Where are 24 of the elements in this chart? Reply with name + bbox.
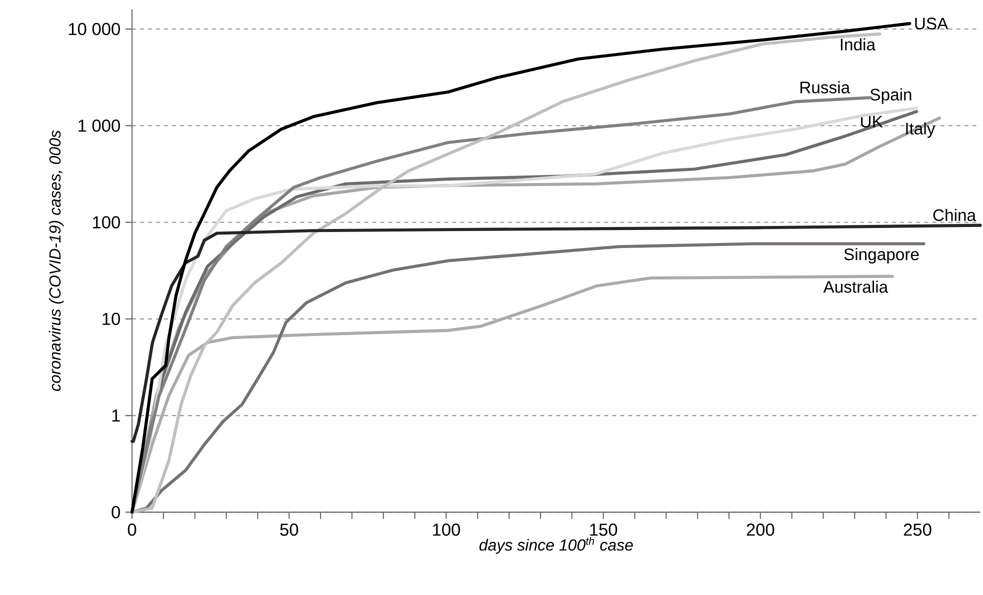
line-series — [130, 224, 982, 443]
y-tick-label: 10 — [102, 312, 120, 326]
y-tick-label: 1 — [112, 410, 120, 422]
y-axis-title: coronavirus (COVID-19) cases, 000s — [48, 130, 64, 392]
x-tick-label: 200 — [746, 524, 774, 536]
x-tick-label: 0 — [128, 524, 136, 536]
series-label: Russia — [800, 81, 850, 94]
series-label: UK — [861, 116, 883, 128]
y-tick-label: 10 000 — [68, 22, 120, 36]
series-label: China — [933, 208, 976, 222]
x-tick-label: 150 — [590, 524, 618, 536]
series-label: Australia — [823, 280, 888, 293]
y-tick-label: 1 000 — [78, 120, 120, 132]
x-tick-label: 250 — [904, 524, 932, 536]
series-label: India — [840, 38, 876, 51]
x-tick-label: 50 — [280, 524, 298, 536]
series-label: Spain — [870, 88, 912, 104]
series-label: Singapore — [844, 248, 919, 264]
series-label: Italy — [906, 122, 936, 138]
x-tick-label: 100 — [433, 524, 460, 536]
y-tick-label: 0 — [112, 506, 120, 518]
y-tick-label: 100 — [93, 216, 120, 228]
x-axis-title: days since 100$^{th}$ case — [479, 537, 633, 554]
series-label: USA — [915, 18, 948, 30]
